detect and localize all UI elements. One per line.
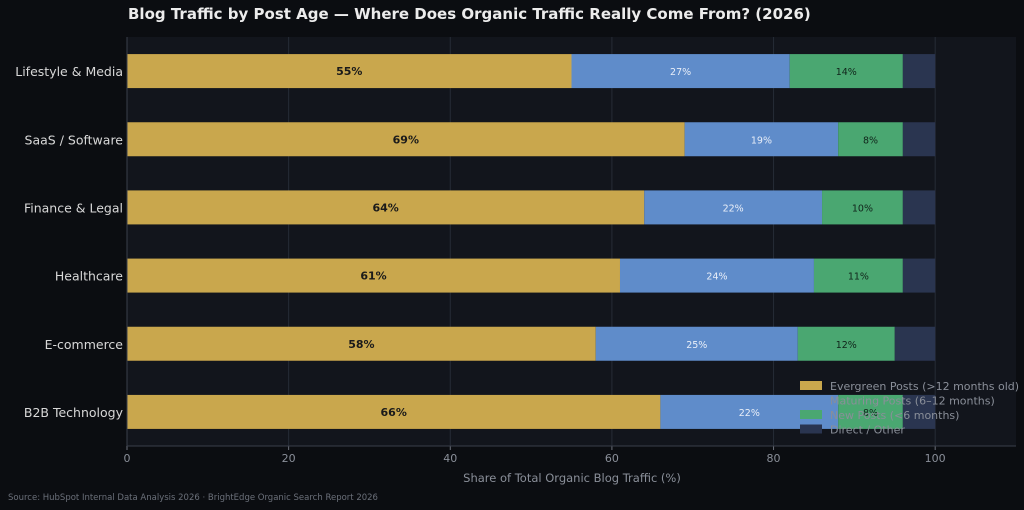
data-label-b2b-technology-new-posts-6-months: 8% bbox=[863, 408, 878, 419]
bar-saas-software-direct-other bbox=[902, 122, 936, 157]
x-tick-label-20: 20 bbox=[282, 452, 296, 465]
bar-finance-legal-direct-other bbox=[902, 190, 936, 225]
data-label-finance-legal-evergreen-posts-12-months-old: 64% bbox=[372, 201, 398, 214]
data-label-e-commerce-maturing-posts-6-12-months: 25% bbox=[686, 340, 707, 351]
bar-saas-software-new-posts-6-months bbox=[838, 122, 903, 157]
y-label-b2b-technology: B2B Technology bbox=[24, 405, 124, 420]
bars: 55% 27% 14% 69% 19% 8% 64% 22% 10% 61% 24% 11% 58% 25… bbox=[127, 54, 936, 429]
y-label-saas-software: SaaS / Software bbox=[25, 132, 124, 147]
plot-area bbox=[127, 37, 1016, 446]
data-label-saas-software-new-posts-6-months: 8% bbox=[863, 135, 878, 146]
bar-healthcare-maturing-posts-6-12-months bbox=[619, 258, 814, 293]
bar-lifestyle-media-evergreen-posts-12-months-old bbox=[127, 54, 572, 89]
source-note: Source: HubSpot Internal Data Analysis 2… bbox=[8, 493, 378, 503]
y-axis-labels: Lifestyle & Media SaaS / Software Finance … bbox=[15, 64, 123, 420]
data-label-finance-legal-new-posts-6-months: 10% bbox=[852, 203, 873, 214]
legend-label-maturing-posts-6-12-months: Maturing Posts (6–12 months) bbox=[830, 395, 995, 408]
data-label-e-commerce-evergreen-posts-12-months-old: 58% bbox=[348, 338, 374, 351]
x-tick-label-40: 40 bbox=[443, 452, 457, 465]
data-label-healthcare-new-posts-6-months: 11% bbox=[848, 272, 869, 283]
bar-finance-legal-evergreen-posts-12-months-old bbox=[127, 190, 645, 225]
y-label-finance-legal: Finance & Legal bbox=[24, 200, 123, 215]
data-label-saas-software-evergreen-posts-12-months-old: 69% bbox=[393, 133, 419, 146]
data-label-finance-legal-maturing-posts-6-12-months: 22% bbox=[723, 203, 744, 214]
bar-healthcare-direct-other bbox=[902, 258, 936, 293]
legend-swatch-new-posts-6-months bbox=[800, 410, 822, 419]
bar-finance-legal-maturing-posts-6-12-months bbox=[644, 190, 823, 225]
bar-lifestyle-media-new-posts-6-months bbox=[789, 54, 903, 89]
x-tick-label-0: 0 bbox=[124, 452, 131, 465]
bar-b2b-technology-direct-other bbox=[902, 394, 936, 429]
bar-e-commerce-evergreen-posts-12-months-old bbox=[127, 326, 596, 361]
data-label-lifestyle-media-evergreen-posts-12-months-old: 55% bbox=[336, 65, 362, 78]
bar-lifestyle-media-direct-other bbox=[902, 54, 936, 89]
bar-lifestyle-media-maturing-posts-6-12-months bbox=[571, 54, 790, 89]
y-label-healthcare: Healthcare bbox=[55, 269, 123, 284]
data-label-lifestyle-media-new-posts-6-months: 14% bbox=[836, 67, 857, 78]
bar-e-commerce-direct-other bbox=[894, 326, 936, 361]
bar-e-commerce-maturing-posts-6-12-months bbox=[595, 326, 798, 361]
data-label-saas-software-maturing-posts-6-12-months: 19% bbox=[751, 135, 772, 146]
bar-healthcare-new-posts-6-months bbox=[813, 258, 903, 293]
data-label-healthcare-maturing-posts-6-12-months: 24% bbox=[706, 272, 727, 283]
bar-b2b-technology-evergreen-posts-12-months-old bbox=[127, 394, 661, 429]
x-tick-label-100: 100 bbox=[925, 452, 946, 465]
legend-label-evergreen-posts-12-months-old: Evergreen Posts (>12 months old) bbox=[830, 380, 1019, 393]
bar-e-commerce-new-posts-6-months bbox=[797, 326, 895, 361]
bar-healthcare-evergreen-posts-12-months-old bbox=[127, 258, 620, 293]
data-label-b2b-technology-maturing-posts-6-12-months: 22% bbox=[739, 408, 760, 419]
y-label-lifestyle-media: Lifestyle & Media bbox=[15, 64, 123, 79]
data-label-b2b-technology-evergreen-posts-12-months-old: 66% bbox=[381, 406, 407, 419]
chart-title: Blog Traffic by Post Age — Where Does Or… bbox=[128, 5, 811, 23]
data-label-lifestyle-media-maturing-posts-6-12-months: 27% bbox=[670, 67, 691, 78]
y-label-e-commerce: E-commerce bbox=[45, 337, 124, 352]
bar-saas-software-evergreen-posts-12-months-old bbox=[127, 122, 685, 157]
legend-label-new-posts-6-months: New Posts (<6 months) bbox=[830, 409, 959, 422]
x-axis-label: Share of Total Organic Blog Traffic (%) bbox=[463, 471, 681, 485]
x-tick-label-80: 80 bbox=[767, 452, 781, 465]
legend-label-direct-other: Direct / Other bbox=[830, 424, 905, 437]
data-label-healthcare-evergreen-posts-12-months-old: 61% bbox=[360, 270, 386, 283]
x-axis-ticks: 0 20 40 60 80 100 bbox=[124, 37, 1016, 465]
x-tick-label-60: 60 bbox=[605, 452, 619, 465]
legend: Evergreen Posts (>12 months old) Maturing… bbox=[800, 380, 1019, 437]
legend-swatch-direct-other bbox=[800, 424, 822, 434]
legend-swatch-maturing-posts-6-12-months bbox=[800, 395, 822, 405]
data-label-e-commerce-new-posts-6-months: 12% bbox=[836, 340, 857, 351]
bar-b2b-technology-new-posts-6-months bbox=[838, 394, 903, 429]
legend-swatch-evergreen-posts-12-months-old bbox=[800, 381, 822, 390]
bar-saas-software-maturing-posts-6-12-months bbox=[684, 122, 839, 157]
bar-finance-legal-new-posts-6-months bbox=[822, 190, 903, 225]
